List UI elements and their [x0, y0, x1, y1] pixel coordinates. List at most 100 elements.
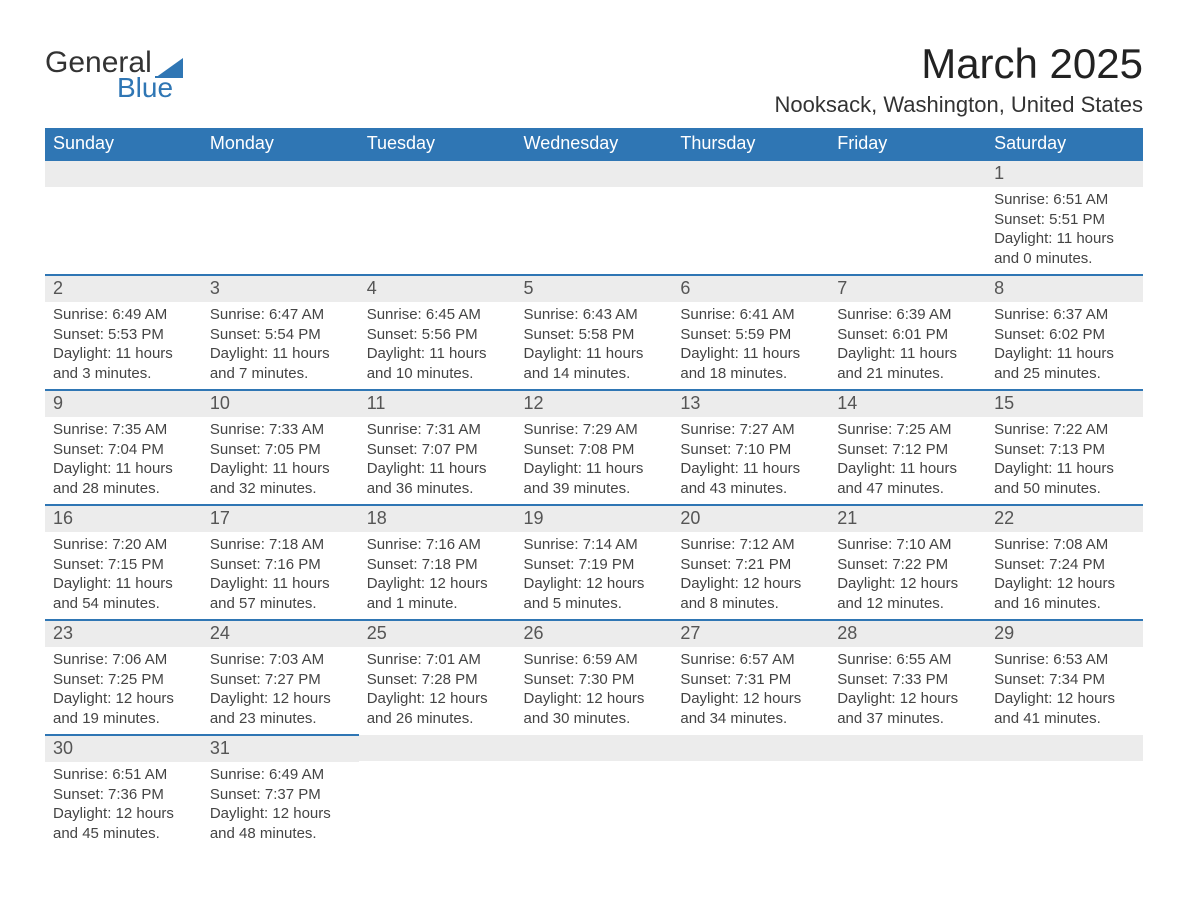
day-data	[359, 761, 516, 770]
day-day2: and 8 minutes.	[680, 594, 821, 614]
day-day1: Daylight: 11 hours	[53, 459, 194, 479]
day-data	[672, 187, 829, 196]
day-number	[516, 735, 673, 761]
day-sunset: Sunset: 7:19 PM	[524, 555, 665, 575]
day-number: 19	[516, 506, 673, 532]
day-sunrise: Sunrise: 7:10 AM	[837, 535, 978, 555]
calendar-cell: 16Sunrise: 7:20 AMSunset: 7:15 PMDayligh…	[45, 505, 202, 620]
day-number	[829, 735, 986, 761]
calendar-cell: 18Sunrise: 7:16 AMSunset: 7:18 PMDayligh…	[359, 505, 516, 620]
day-day1: Daylight: 12 hours	[210, 804, 351, 824]
calendar-cell: 10Sunrise: 7:33 AMSunset: 7:05 PMDayligh…	[202, 390, 359, 505]
calendar-cell: 8Sunrise: 6:37 AMSunset: 6:02 PMDaylight…	[986, 275, 1143, 390]
day-sunset: Sunset: 7:22 PM	[837, 555, 978, 575]
day-sunset: Sunset: 7:16 PM	[210, 555, 351, 575]
day-number	[672, 735, 829, 761]
day-sunset: Sunset: 7:15 PM	[53, 555, 194, 575]
day-sunset: Sunset: 5:53 PM	[53, 325, 194, 345]
day-sunset: Sunset: 5:58 PM	[524, 325, 665, 345]
day-sunset: Sunset: 7:24 PM	[994, 555, 1135, 575]
calendar-cell	[672, 160, 829, 275]
day-day1: Daylight: 11 hours	[837, 459, 978, 479]
calendar-cell: 22Sunrise: 7:08 AMSunset: 7:24 PMDayligh…	[986, 505, 1143, 620]
day-day2: and 18 minutes.	[680, 364, 821, 384]
day-day2: and 14 minutes.	[524, 364, 665, 384]
day-day2: and 43 minutes.	[680, 479, 821, 499]
day-number: 6	[672, 276, 829, 302]
day-number: 30	[45, 736, 202, 762]
location: Nooksack, Washington, United States	[775, 92, 1143, 118]
day-day1: Daylight: 12 hours	[680, 574, 821, 594]
day-day2: and 25 minutes.	[994, 364, 1135, 384]
calendar-week: 30Sunrise: 6:51 AMSunset: 7:36 PMDayligh…	[45, 735, 1143, 849]
day-day2: and 28 minutes.	[53, 479, 194, 499]
day-number: 17	[202, 506, 359, 532]
day-sunset: Sunset: 7:12 PM	[837, 440, 978, 460]
day-data: Sunrise: 7:27 AMSunset: 7:10 PMDaylight:…	[672, 417, 829, 504]
day-data	[45, 187, 202, 196]
day-day1: Daylight: 12 hours	[53, 804, 194, 824]
day-day1: Daylight: 12 hours	[680, 689, 821, 709]
day-number: 31	[202, 736, 359, 762]
day-day2: and 5 minutes.	[524, 594, 665, 614]
day-day1: Daylight: 11 hours	[994, 344, 1135, 364]
calendar-cell: 19Sunrise: 7:14 AMSunset: 7:19 PMDayligh…	[516, 505, 673, 620]
day-number: 11	[359, 391, 516, 417]
logo-text-bottom: Blue	[45, 74, 183, 102]
weekday-header: Wednesday	[516, 128, 673, 160]
day-day1: Daylight: 11 hours	[53, 574, 194, 594]
day-sunset: Sunset: 7:21 PM	[680, 555, 821, 575]
day-day1: Daylight: 12 hours	[524, 574, 665, 594]
day-sunrise: Sunrise: 6:49 AM	[53, 305, 194, 325]
calendar-table: SundayMondayTuesdayWednesdayThursdayFrid…	[45, 128, 1143, 849]
day-day2: and 7 minutes.	[210, 364, 351, 384]
day-number: 14	[829, 391, 986, 417]
calendar-week: 16Sunrise: 7:20 AMSunset: 7:15 PMDayligh…	[45, 505, 1143, 620]
day-sunrise: Sunrise: 7:29 AM	[524, 420, 665, 440]
day-number	[202, 161, 359, 187]
day-sunrise: Sunrise: 7:22 AM	[994, 420, 1135, 440]
day-day1: Daylight: 11 hours	[367, 344, 508, 364]
day-data: Sunrise: 6:57 AMSunset: 7:31 PMDaylight:…	[672, 647, 829, 734]
weekday-header: Saturday	[986, 128, 1143, 160]
calendar-cell	[516, 735, 673, 849]
day-data	[516, 761, 673, 770]
day-sunset: Sunset: 7:25 PM	[53, 670, 194, 690]
day-number: 18	[359, 506, 516, 532]
day-data: Sunrise: 7:22 AMSunset: 7:13 PMDaylight:…	[986, 417, 1143, 504]
title-block: March 2025 Nooksack, Washington, United …	[775, 40, 1143, 118]
day-sunrise: Sunrise: 7:08 AM	[994, 535, 1135, 555]
day-sunrise: Sunrise: 6:51 AM	[994, 190, 1135, 210]
day-sunset: Sunset: 7:04 PM	[53, 440, 194, 460]
calendar-cell: 2Sunrise: 6:49 AMSunset: 5:53 PMDaylight…	[45, 275, 202, 390]
day-day1: Daylight: 12 hours	[367, 689, 508, 709]
calendar-week: 23Sunrise: 7:06 AMSunset: 7:25 PMDayligh…	[45, 620, 1143, 735]
day-sunrise: Sunrise: 6:55 AM	[837, 650, 978, 670]
day-day1: Daylight: 12 hours	[994, 574, 1135, 594]
day-data: Sunrise: 7:16 AMSunset: 7:18 PMDaylight:…	[359, 532, 516, 619]
day-number: 23	[45, 621, 202, 647]
day-number: 15	[986, 391, 1143, 417]
day-data	[359, 187, 516, 196]
day-day1: Daylight: 11 hours	[524, 344, 665, 364]
day-day1: Daylight: 12 hours	[53, 689, 194, 709]
day-data: Sunrise: 7:06 AMSunset: 7:25 PMDaylight:…	[45, 647, 202, 734]
day-data: Sunrise: 7:33 AMSunset: 7:05 PMDaylight:…	[202, 417, 359, 504]
calendar-cell: 20Sunrise: 7:12 AMSunset: 7:21 PMDayligh…	[672, 505, 829, 620]
calendar-cell	[45, 160, 202, 275]
day-day2: and 10 minutes.	[367, 364, 508, 384]
day-data	[986, 761, 1143, 770]
day-data	[672, 761, 829, 770]
calendar-cell: 31Sunrise: 6:49 AMSunset: 7:37 PMDayligh…	[202, 735, 359, 849]
day-day1: Daylight: 11 hours	[53, 344, 194, 364]
weekday-header: Thursday	[672, 128, 829, 160]
day-sunset: Sunset: 7:34 PM	[994, 670, 1135, 690]
day-data: Sunrise: 6:45 AMSunset: 5:56 PMDaylight:…	[359, 302, 516, 389]
weekday-header: Tuesday	[359, 128, 516, 160]
day-sunrise: Sunrise: 6:59 AM	[524, 650, 665, 670]
day-day1: Daylight: 11 hours	[994, 459, 1135, 479]
day-sunset: Sunset: 7:07 PM	[367, 440, 508, 460]
day-day1: Daylight: 12 hours	[837, 689, 978, 709]
day-sunrise: Sunrise: 7:03 AM	[210, 650, 351, 670]
day-sunrise: Sunrise: 6:53 AM	[994, 650, 1135, 670]
